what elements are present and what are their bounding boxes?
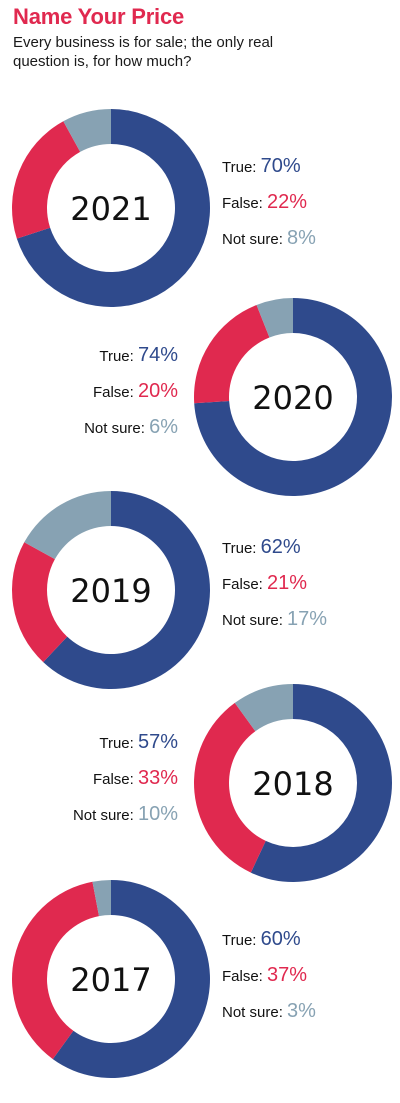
chart-subtitle: Every business is for sale; the only rea… (13, 34, 274, 70)
data-label: 70% (261, 155, 301, 177)
legend-entry-not-sure: Not sure: 3% (222, 1000, 316, 1022)
legend-entry-not-sure: Not sure: 17% (222, 608, 327, 630)
legend-label: False: (93, 384, 138, 401)
data-label: 21% (267, 572, 307, 594)
legend-entry-true: True: 70% (222, 155, 301, 177)
donut-slice-false (11, 542, 68, 663)
donut-slice-not-sure (63, 109, 111, 152)
legend-entry-false: False: 33% (93, 767, 178, 789)
donut-slice-false (194, 304, 270, 404)
donut-chart-2021: 2021 True: 70% False: 22% Not sure: 8% (11, 109, 316, 307)
donut-center-label: 2018 (252, 765, 333, 803)
donut-chart-2019: 2019 True: 62% False: 21% Not sure: 17% (11, 491, 327, 690)
legend-label: Not sure: (222, 231, 287, 248)
donut-slice-true (43, 491, 211, 690)
donut-chart-2017: 2017 True: 60% False: 37% Not sure: 3% (11, 880, 316, 1078)
donut-center-label: 2019 (70, 572, 151, 610)
legend-label: True: (222, 932, 261, 949)
donut-center-label: 2021 (70, 190, 151, 228)
donut-chart-2020: 2020 True: 74% False: 20% Not sure: 6% (84, 298, 392, 496)
data-label: 10% (138, 803, 178, 825)
legend-entry-false: False: 20% (93, 380, 178, 402)
data-label: 74% (138, 344, 178, 366)
data-label: 17% (287, 608, 327, 630)
donut-center-label: 2020 (252, 379, 333, 417)
legend-entry-false: False: 21% (222, 572, 307, 594)
data-label: 37% (267, 964, 307, 986)
donut-center-label: 2017 (70, 961, 151, 999)
legend-entry-true: True: 62% (222, 536, 301, 558)
legend-label: Not sure: (222, 612, 287, 629)
legend-entry-not-sure: Not sure: 8% (222, 227, 316, 249)
data-label: 62% (261, 536, 301, 558)
legend-entry-true: True: 74% (99, 344, 178, 366)
data-label: 22% (267, 191, 307, 213)
legend-label: True: (222, 540, 261, 557)
legend-entry-false: False: 22% (222, 191, 307, 213)
donut-slice-not-sure (256, 298, 293, 338)
donut-slice-not-sure (92, 880, 111, 917)
legend-label: Not sure: (84, 420, 149, 437)
legend-label: True: (99, 735, 138, 752)
donut-slice-not-sure (24, 491, 112, 560)
data-label: 8% (287, 227, 316, 249)
data-label: 3% (287, 1000, 316, 1022)
legend-label: False: (93, 771, 138, 788)
data-label: 57% (138, 731, 178, 753)
donut-slice-false (11, 121, 81, 239)
legend-label: Not sure: (73, 807, 138, 824)
data-label: 33% (138, 767, 178, 789)
donut-slice-true (250, 684, 393, 882)
data-label: 60% (261, 928, 301, 950)
donut-slice-true (16, 109, 211, 307)
legend-label: False: (222, 195, 267, 212)
chart-title: Name Your Price (13, 4, 185, 29)
legend-label: Not sure: (222, 1004, 287, 1021)
donut-slice-false (193, 702, 266, 873)
legend-entry-not-sure: Not sure: 10% (73, 803, 178, 825)
legend-label: True: (222, 159, 261, 176)
legend-label: False: (222, 968, 267, 985)
legend-entry-true: True: 57% (99, 731, 178, 753)
donut-slice-true (194, 298, 392, 496)
legend-entry-false: False: 37% (222, 964, 307, 986)
data-label: 6% (149, 416, 178, 438)
donut-slice-false (11, 881, 100, 1060)
legend-entry-true: True: 60% (222, 928, 301, 950)
donut-chart-2018: 2018 True: 57% False: 33% Not sure: 10% (73, 684, 393, 882)
donut-slice-not-sure (234, 684, 293, 732)
legend-label: False: (222, 576, 267, 593)
donut-slice-true (52, 880, 211, 1078)
data-label: 20% (138, 380, 178, 402)
legend-entry-not-sure: Not sure: 6% (84, 416, 178, 438)
legend-label: True: (99, 348, 138, 365)
